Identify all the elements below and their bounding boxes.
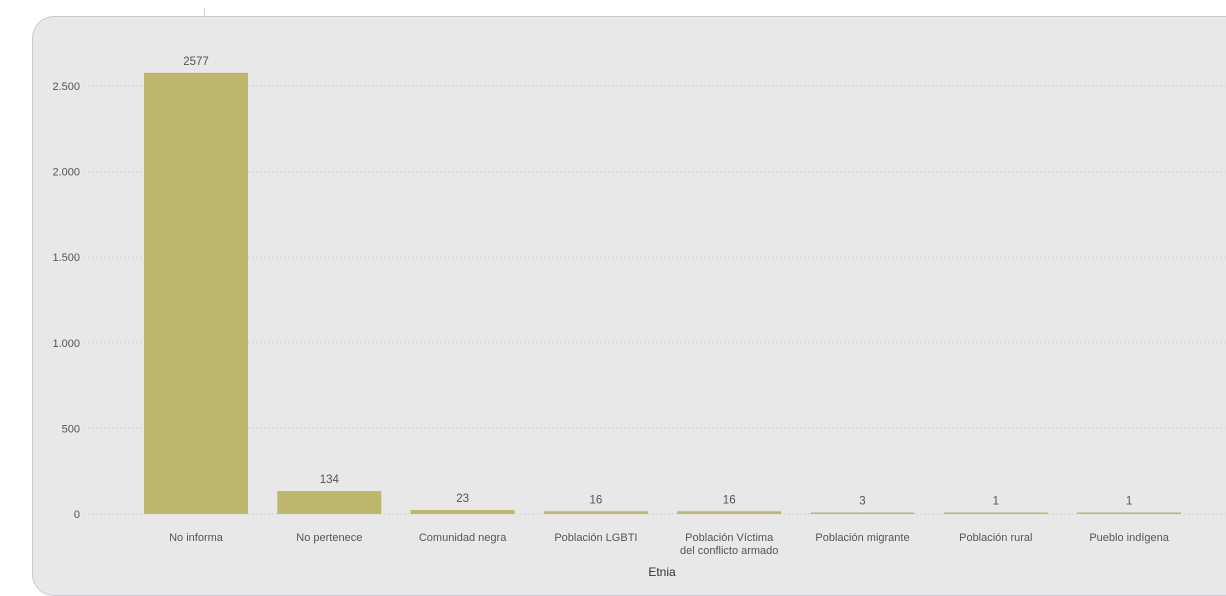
x-axis-title: Etnia (648, 565, 676, 579)
data-label: 16 (590, 494, 603, 506)
bar[interactable] (677, 511, 782, 514)
bar[interactable] (543, 511, 648, 514)
x-category-label: Población LGBTI (554, 532, 637, 544)
bar[interactable] (144, 72, 248, 514)
bar[interactable] (810, 512, 915, 515)
x-category-label: Comunidad negra (419, 532, 507, 544)
data-label: 1 (1126, 496, 1132, 508)
x-category-label: No pertenece (296, 532, 362, 544)
bars (144, 72, 1182, 515)
bar[interactable] (1077, 512, 1182, 515)
y-tick-label: 1.000 (52, 338, 80, 350)
data-label: 134 (320, 474, 340, 486)
y-tick-label: 2.500 (52, 81, 80, 93)
y-tick-label: 1.500 (52, 252, 80, 264)
x-category-label: Población rural (959, 532, 1032, 544)
bar[interactable] (277, 491, 382, 514)
bar[interactable] (410, 510, 515, 514)
x-category-label: Población Víctima del conflicto armado (680, 532, 778, 557)
y-tick-label: 500 (62, 423, 80, 435)
x-category-label: Población migrante (815, 532, 909, 544)
x-category-label: Pueblo indígena (1089, 532, 1169, 544)
data-label: 23 (456, 493, 469, 505)
data-label: 2577 (183, 56, 209, 68)
data-labels: 2577 134 23 16 16 3 1 1 (183, 56, 1132, 508)
gridlines (84, 85, 1226, 515)
data-label: 3 (859, 496, 865, 508)
x-axis-categories: No informa No pertenece Comunidad negra Pob… (169, 532, 1170, 557)
data-label: 1 (993, 496, 999, 508)
top-tick-mark (204, 8, 205, 16)
y-tick-label: 2.000 (52, 167, 80, 179)
x-category-label: No informa (169, 532, 224, 544)
y-axis-ticks: 0 500 1.000 1.500 2.000 2.500 (52, 81, 80, 521)
bar[interactable] (943, 512, 1048, 515)
y-tick-label: 0 (74, 509, 80, 521)
data-label: 16 (723, 494, 736, 506)
